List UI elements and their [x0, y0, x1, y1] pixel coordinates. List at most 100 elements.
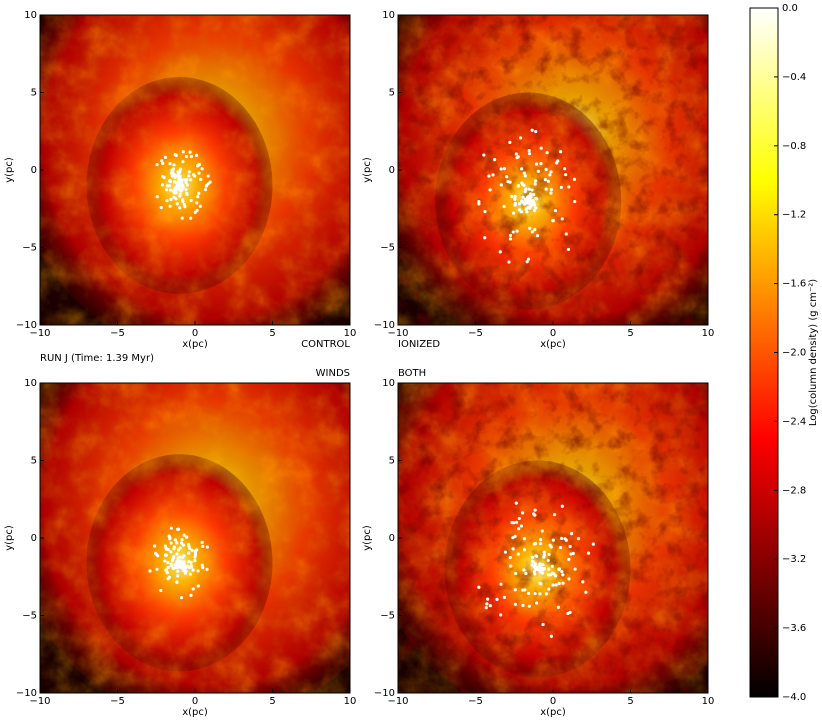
star — [524, 207, 528, 211]
star — [523, 588, 527, 592]
x-tick-label: 0 — [192, 696, 198, 707]
star — [178, 206, 182, 210]
density-map — [398, 15, 708, 325]
star — [189, 216, 193, 220]
star — [488, 188, 492, 192]
star — [173, 175, 177, 179]
star — [477, 585, 481, 589]
star — [552, 512, 557, 517]
x-tick-label: −10 — [387, 696, 408, 707]
x-tick-label: 10 — [344, 696, 357, 707]
star — [526, 199, 531, 203]
star — [199, 177, 203, 181]
density-map — [398, 383, 708, 693]
star — [167, 184, 172, 188]
voids — [398, 15, 708, 325]
density-map — [40, 15, 350, 325]
star — [567, 557, 571, 561]
y-tick-label: −5 — [22, 243, 37, 254]
star — [502, 204, 506, 209]
star — [180, 216, 184, 220]
star — [538, 542, 543, 546]
star — [576, 537, 581, 541]
x-tick-label: 0 — [550, 696, 556, 707]
star — [573, 567, 577, 571]
star — [558, 545, 563, 550]
star — [528, 226, 532, 230]
star — [180, 178, 184, 182]
star — [530, 559, 535, 563]
run-annotation: RUN J (Time: 1.39 Myr) — [40, 353, 154, 364]
x-axis-label: x(pc) — [540, 339, 566, 350]
filaments — [40, 383, 350, 693]
star — [586, 551, 591, 555]
star — [192, 173, 196, 177]
star — [184, 180, 188, 184]
star — [168, 188, 173, 192]
y-tick-label: −10 — [374, 320, 395, 331]
star — [556, 605, 560, 609]
star — [563, 167, 567, 171]
star — [508, 555, 512, 560]
star — [189, 178, 193, 182]
x-tick-label: −5 — [468, 696, 483, 707]
star — [173, 191, 177, 195]
star — [539, 146, 543, 150]
star — [533, 542, 538, 546]
star — [187, 170, 191, 174]
star — [522, 548, 527, 552]
y-tick-label: −10 — [374, 688, 395, 699]
star — [193, 553, 197, 557]
star — [543, 178, 547, 182]
y-tick-label: 10 — [24, 10, 37, 21]
star — [511, 547, 515, 551]
star — [181, 563, 186, 568]
star — [532, 201, 536, 205]
star — [567, 577, 571, 581]
star — [537, 564, 541, 568]
star — [182, 202, 186, 207]
star — [549, 170, 553, 174]
star — [169, 526, 173, 530]
star — [553, 574, 558, 578]
x-tick-label: −5 — [110, 696, 125, 707]
star — [201, 566, 205, 570]
colorbar-tick-label: −4.0 — [782, 692, 806, 703]
star — [204, 184, 208, 188]
star — [169, 550, 173, 554]
star — [174, 197, 178, 201]
star — [517, 527, 521, 531]
star — [541, 563, 545, 567]
star — [161, 161, 165, 166]
y-axis-label: y(pc) — [362, 157, 373, 183]
star — [546, 558, 550, 563]
y-tick-label: −5 — [380, 243, 395, 254]
star — [505, 175, 509, 179]
star — [175, 541, 179, 545]
star — [584, 590, 588, 594]
star — [522, 537, 526, 541]
x-tick-label: −5 — [110, 328, 125, 339]
star — [527, 187, 531, 191]
star — [568, 544, 572, 549]
x-tick-label: 5 — [627, 328, 633, 339]
star — [172, 547, 176, 551]
star — [540, 571, 545, 575]
star — [171, 566, 175, 570]
star — [487, 174, 491, 178]
star — [482, 153, 486, 157]
star — [193, 210, 197, 214]
star — [512, 521, 516, 525]
star — [168, 161, 172, 166]
star — [166, 577, 170, 581]
colorbar-tick-label: −2.0 — [782, 348, 806, 359]
star — [507, 260, 511, 264]
star — [513, 588, 517, 592]
star — [532, 570, 536, 574]
star — [550, 564, 554, 568]
star — [534, 206, 538, 210]
star — [187, 551, 191, 555]
star — [155, 567, 159, 571]
star — [187, 542, 191, 547]
y-tick-label: 5 — [389, 88, 395, 99]
